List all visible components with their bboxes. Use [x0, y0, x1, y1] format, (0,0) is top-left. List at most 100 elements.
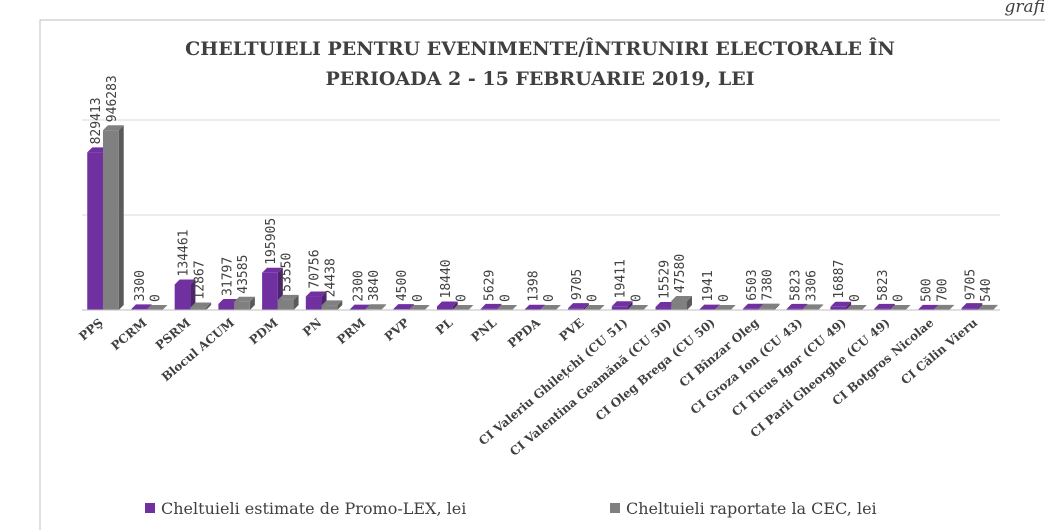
bar-face — [496, 303, 502, 310]
bar-face — [234, 301, 250, 310]
bar-face — [583, 305, 605, 310]
bar-face — [174, 279, 196, 285]
bar-face — [714, 304, 720, 310]
value-label: 15529 — [657, 260, 672, 299]
value-label: 47580 — [673, 254, 688, 293]
bar-face — [961, 303, 983, 309]
bar-face — [699, 304, 720, 310]
bar-face — [321, 300, 343, 306]
value-label: 5629 — [483, 270, 498, 301]
value-label: 829413 — [89, 97, 104, 144]
value-label: 4500 — [395, 270, 410, 301]
bar-face — [321, 305, 338, 310]
bar-face — [305, 291, 327, 297]
bar-face — [174, 284, 191, 310]
bar — [568, 303, 589, 310]
value-label: 500 — [920, 278, 935, 301]
bar-face — [846, 305, 867, 310]
bar-face — [218, 298, 240, 304]
value-label: 0 — [892, 294, 907, 302]
bar-face — [917, 304, 939, 310]
bar-face — [977, 304, 999, 310]
value-label: 540 — [979, 278, 994, 301]
value-label: 0 — [498, 294, 513, 302]
value-label: 700 — [935, 278, 950, 301]
value-label: 5823 — [789, 270, 804, 301]
bar-face — [190, 302, 212, 308]
bar — [496, 305, 518, 310]
value-label: 0 — [542, 294, 557, 302]
value-label: 0 — [586, 294, 601, 302]
bar — [102, 125, 124, 310]
value-label: 19411 — [614, 259, 629, 298]
value-label: 0 — [629, 294, 644, 302]
bar-face — [249, 296, 255, 310]
bar-face — [452, 301, 458, 310]
bar — [540, 305, 561, 310]
value-label: 3306 — [804, 270, 819, 301]
legend-label: Cheltuieli raportate la CEC, lei — [626, 499, 877, 518]
bar — [190, 302, 212, 310]
bar — [234, 296, 255, 310]
bar — [874, 303, 895, 310]
bar-face — [480, 308, 497, 310]
bar — [321, 300, 343, 310]
chart-frame — [39, 19, 1045, 530]
value-label: 1398 — [526, 270, 541, 301]
bar — [846, 305, 867, 310]
bar-face — [277, 299, 294, 310]
bar-face — [818, 304, 824, 310]
bar-face — [846, 301, 852, 310]
bar-face — [408, 305, 430, 310]
bar-face — [889, 303, 895, 310]
bar-face — [742, 308, 759, 310]
bar — [889, 305, 911, 310]
chart-title: CHELTUIELI PENTRU EVENIMENTE/ÎNTRUNIRI E… — [185, 37, 895, 60]
bar-face — [889, 305, 911, 310]
bar-face — [977, 303, 983, 310]
bar-face — [774, 303, 780, 310]
bar-face — [961, 308, 978, 310]
bar-face — [87, 147, 108, 153]
bar-face — [874, 308, 890, 310]
value-label: 3300 — [133, 270, 148, 301]
bar-face — [742, 303, 764, 309]
value-label: 16887 — [832, 260, 847, 299]
bar-face — [671, 295, 693, 301]
bar-face — [190, 279, 196, 310]
value-label: 195905 — [264, 218, 279, 265]
bar-face — [687, 295, 693, 310]
value-label: 70756 — [308, 249, 323, 288]
bar-face — [381, 304, 387, 310]
value-label: 0 — [149, 294, 164, 302]
bar-face — [293, 294, 299, 310]
bar-face — [277, 294, 299, 300]
bar-face — [524, 304, 546, 310]
bar — [830, 301, 852, 310]
bar-face — [568, 308, 584, 310]
bar-face — [714, 305, 736, 310]
bar — [583, 305, 605, 310]
bar-face — [611, 306, 628, 310]
value-label: 1941 — [701, 270, 716, 301]
bar-face — [874, 303, 895, 309]
bar-face — [583, 303, 589, 310]
bar — [611, 301, 633, 310]
value-label: 43585 — [236, 255, 251, 294]
value-label: 31797 — [220, 257, 235, 296]
bar-face — [452, 305, 474, 310]
value-label: 53550 — [280, 253, 295, 292]
bar-face — [496, 305, 518, 310]
bar — [714, 305, 736, 310]
bar — [146, 305, 168, 310]
value-label: 12867 — [192, 260, 207, 299]
bar-face — [146, 304, 152, 310]
bar-face — [480, 303, 502, 309]
bar-face — [758, 303, 780, 309]
bar-face — [349, 304, 371, 310]
bar — [671, 295, 693, 310]
value-label: 9705 — [963, 269, 978, 300]
value-label: 7380 — [761, 269, 776, 300]
value-label: 0 — [411, 294, 426, 302]
bar — [480, 303, 502, 310]
